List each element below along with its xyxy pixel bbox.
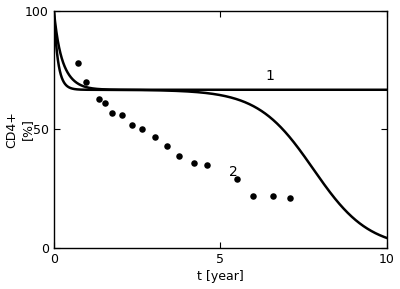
Point [234,177,240,182]
Point [129,123,135,127]
Point [175,153,182,158]
Point [190,160,197,165]
Point [119,113,125,118]
Point [287,196,293,201]
Point [83,79,90,84]
Point [102,101,109,106]
Point [109,110,115,115]
Y-axis label: CD4+
[%]: CD4+ [%] [6,111,34,148]
Point [164,144,170,149]
Text: 2: 2 [229,165,238,179]
Point [74,61,81,65]
X-axis label: t [year]: t [year] [197,271,244,284]
Point [204,163,210,168]
Point [152,134,158,139]
Point [270,194,277,199]
Point [96,96,102,101]
Point [250,194,257,199]
Text: 1: 1 [266,69,274,83]
Point [139,127,145,132]
